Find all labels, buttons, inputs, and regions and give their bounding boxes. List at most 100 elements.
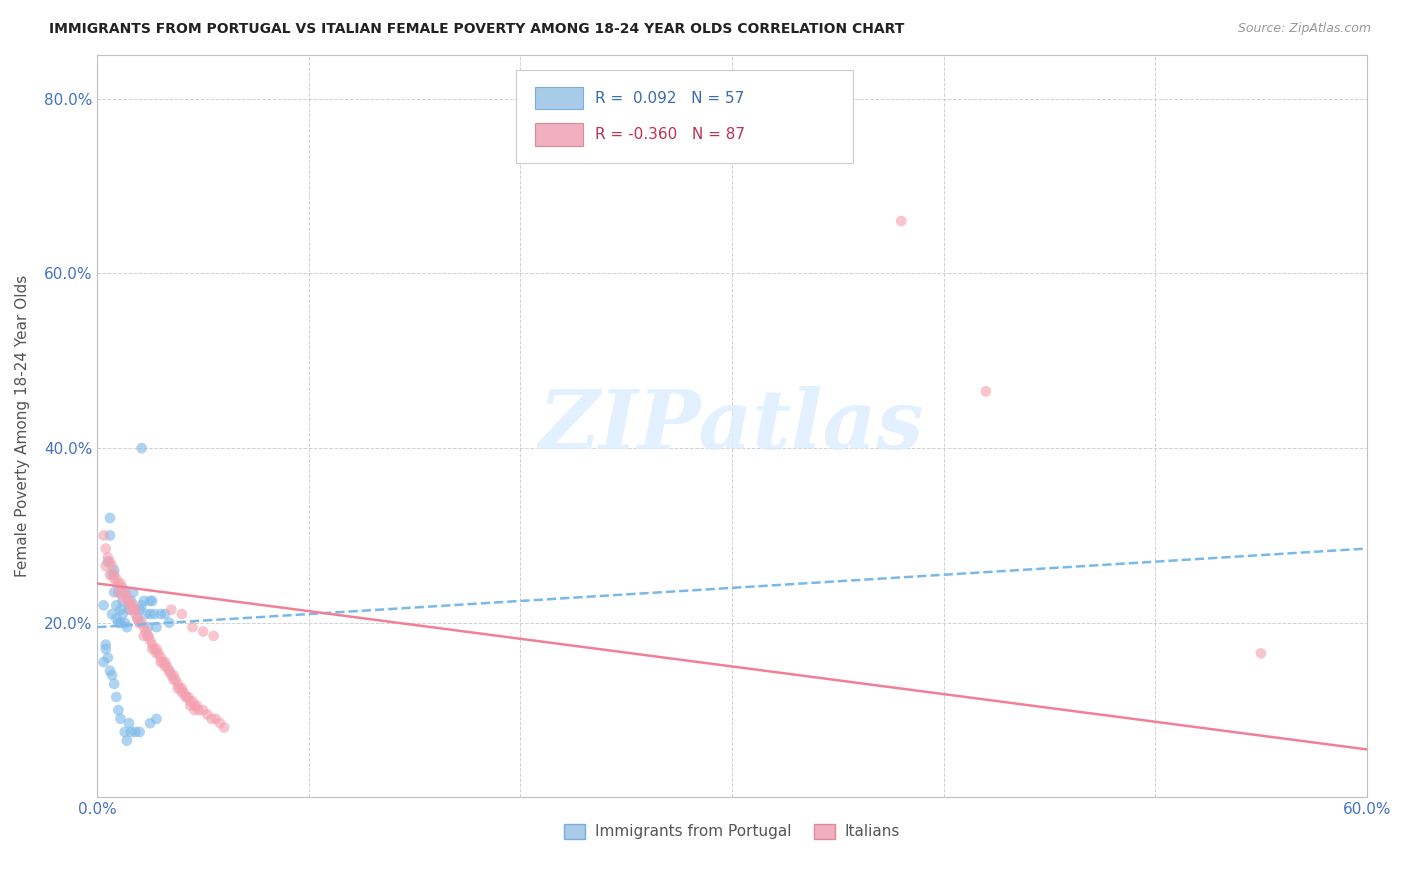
Point xyxy=(179,698,201,713)
Point xyxy=(97,555,120,569)
Point xyxy=(107,585,129,599)
Point xyxy=(160,603,183,617)
Point xyxy=(162,673,184,687)
Point xyxy=(135,607,157,621)
Point xyxy=(136,620,159,634)
Point xyxy=(149,607,172,621)
Point xyxy=(141,638,163,652)
Point xyxy=(105,599,128,613)
Point xyxy=(157,615,180,630)
Point xyxy=(181,694,204,708)
Point xyxy=(124,607,146,621)
Point xyxy=(132,620,155,634)
Point xyxy=(191,703,214,717)
Point xyxy=(118,594,141,608)
Point xyxy=(107,585,129,599)
Point xyxy=(149,655,172,669)
Point xyxy=(153,655,176,669)
Point xyxy=(187,703,209,717)
Point xyxy=(107,615,129,630)
Point xyxy=(204,712,226,726)
Point xyxy=(105,690,128,704)
Point xyxy=(179,694,201,708)
Point xyxy=(115,590,138,604)
Point xyxy=(890,214,912,228)
Point xyxy=(127,611,149,625)
Point xyxy=(153,659,176,673)
Point xyxy=(148,646,170,660)
Point xyxy=(111,581,134,595)
Point xyxy=(208,716,231,731)
Point xyxy=(212,721,235,735)
Point xyxy=(174,690,197,704)
Point xyxy=(132,594,155,608)
Point xyxy=(124,603,146,617)
Point xyxy=(191,624,214,639)
Point xyxy=(101,668,124,682)
Point xyxy=(169,681,191,696)
Point xyxy=(110,603,132,617)
Point xyxy=(170,607,193,621)
Point xyxy=(131,599,153,613)
Point xyxy=(183,703,205,717)
Point xyxy=(132,629,155,643)
Point xyxy=(93,599,115,613)
Point xyxy=(118,716,141,731)
Point xyxy=(122,585,145,599)
Point xyxy=(114,615,136,630)
Point xyxy=(105,572,128,586)
Point xyxy=(98,528,121,542)
Point xyxy=(98,567,121,582)
Point xyxy=(170,681,193,696)
Point xyxy=(181,620,204,634)
Point xyxy=(139,607,162,621)
Point xyxy=(139,633,162,648)
FancyBboxPatch shape xyxy=(516,70,852,162)
Point xyxy=(115,594,138,608)
Point xyxy=(94,642,117,657)
Point xyxy=(105,611,128,625)
Point xyxy=(111,594,134,608)
FancyBboxPatch shape xyxy=(536,123,583,145)
Point xyxy=(114,725,136,739)
Point xyxy=(124,725,146,739)
Point xyxy=(98,664,121,678)
Point xyxy=(107,576,129,591)
Point xyxy=(107,703,129,717)
Point xyxy=(128,615,150,630)
Point xyxy=(120,725,142,739)
Point xyxy=(139,594,162,608)
Point xyxy=(139,716,162,731)
Point xyxy=(141,594,163,608)
Point xyxy=(115,620,138,634)
Point xyxy=(160,668,183,682)
Point xyxy=(186,698,208,713)
Point xyxy=(136,629,159,643)
Point xyxy=(157,664,180,678)
Point xyxy=(149,650,172,665)
Point xyxy=(118,603,141,617)
Point xyxy=(166,677,188,691)
Point xyxy=(128,725,150,739)
Point xyxy=(101,567,124,582)
Point xyxy=(143,607,166,621)
Point xyxy=(145,712,167,726)
Point xyxy=(183,698,205,713)
Text: ZIPatlas: ZIPatlas xyxy=(540,386,925,467)
Point xyxy=(98,555,121,569)
Point xyxy=(153,607,176,621)
Point xyxy=(103,563,125,577)
Point xyxy=(177,690,200,704)
Point xyxy=(94,638,117,652)
Point xyxy=(97,550,120,565)
Point xyxy=(200,712,222,726)
Point xyxy=(202,629,225,643)
Point xyxy=(170,686,193,700)
Point xyxy=(127,611,149,625)
Point xyxy=(174,690,197,704)
Point xyxy=(128,603,150,617)
Point xyxy=(195,707,218,722)
Point xyxy=(110,576,132,591)
Point xyxy=(156,659,179,673)
Legend: Immigrants from Portugal, Italians: Immigrants from Portugal, Italians xyxy=(558,818,905,846)
